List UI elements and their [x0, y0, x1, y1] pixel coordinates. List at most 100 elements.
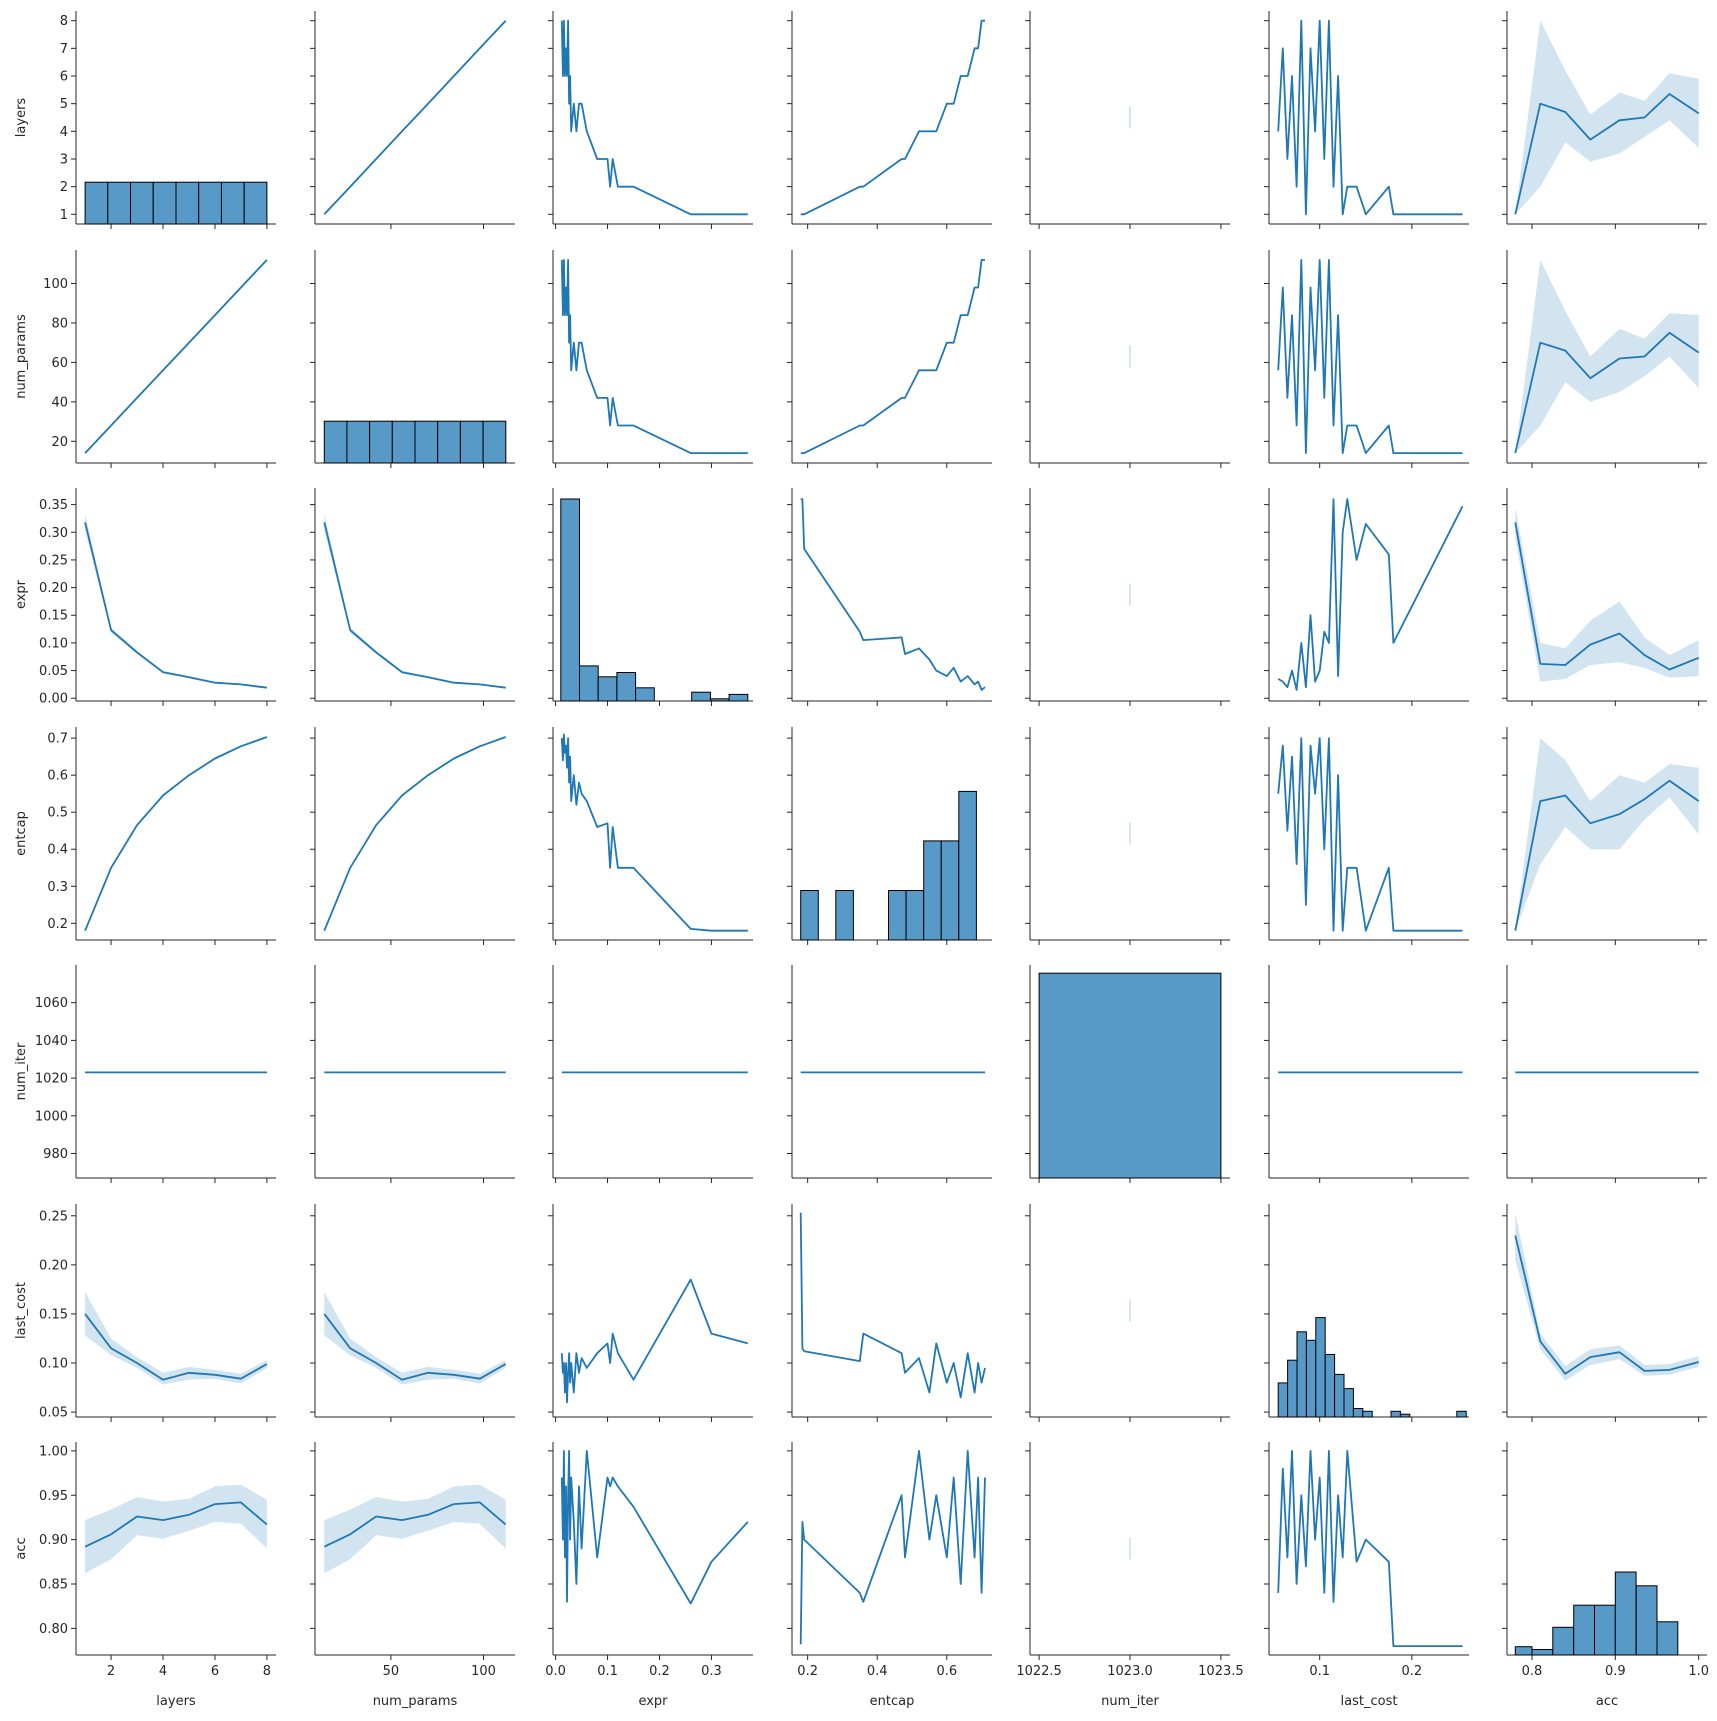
histogram-expr [560, 498, 749, 702]
x-tick-label: 0.4 [867, 1664, 888, 1679]
series-line [84, 259, 268, 454]
plot-acc-vs-entcap [799, 1450, 986, 1645]
histogram-bar [84, 181, 109, 225]
series-line [799, 1212, 986, 1399]
y-axis-label-expr: expr [14, 579, 29, 609]
confidence-band [1515, 20, 1699, 215]
plot-num_params-vs-last_cost [1277, 258, 1463, 455]
y-axis-label-layers: layers [14, 98, 29, 138]
series-line [84, 1501, 268, 1548]
series-line [560, 19, 748, 216]
histogram-bar [1635, 1585, 1658, 1656]
y-tick-label: 980 [43, 1147, 68, 1162]
x-tick-label: 0.2 [649, 1664, 670, 1679]
plot-last_cost-vs-acc [1514, 1212, 1699, 1381]
confidence-band [85, 1484, 267, 1574]
histogram-bar [940, 840, 960, 941]
y-tick-label: 3 [60, 152, 68, 167]
y-tick-label: 0.15 [39, 609, 68, 624]
histogram-bar [1573, 1604, 1595, 1656]
y-tick-label: 5 [60, 97, 68, 112]
plot-expr-vs-layers [84, 514, 268, 689]
histogram-entcap [800, 790, 977, 941]
histogram-bar [1399, 1413, 1411, 1418]
histogram-bar [346, 420, 371, 464]
y-tick-label: 0.80 [39, 1622, 68, 1637]
y-tick-label: 0.20 [39, 581, 68, 596]
histogram-bar [616, 672, 637, 702]
x-tick-label: 6 [211, 1664, 219, 1679]
x-tick-label: 0.3 [701, 1664, 722, 1679]
plot-last_cost-vs-num_params [323, 1292, 507, 1385]
plot-expr-vs-entcap [800, 498, 986, 691]
histogram-layers [84, 181, 268, 225]
histogram-bar [152, 181, 177, 225]
y-tick-label: 100 [43, 277, 68, 292]
x-tick-label: 100 [471, 1664, 496, 1679]
y-tick-label: 40 [51, 395, 68, 410]
y-tick-label: 0.15 [39, 1307, 68, 1322]
confidence-band [1515, 259, 1699, 454]
histogram-bar [800, 890, 819, 941]
histogram-bar [1305, 1339, 1317, 1418]
histogram-bar [728, 693, 749, 702]
plot-acc-vs-expr [560, 1450, 749, 1605]
series-line [84, 736, 268, 932]
plot-acc-vs-num_params [323, 1484, 507, 1574]
y-tick-label: 0.3 [47, 880, 68, 895]
x-tick-label: 0.6 [936, 1664, 957, 1679]
y-tick-label: 0.95 [39, 1489, 68, 1504]
x-tick-label: 1022.5 [1016, 1664, 1062, 1679]
histogram-bar [1656, 1621, 1679, 1656]
y-tick-label: 0.90 [39, 1533, 68, 1548]
series-line [1514, 779, 1700, 931]
x-tick-label: 0.1 [1309, 1664, 1330, 1679]
histogram-bar [635, 687, 655, 702]
confidence-band [1515, 738, 1699, 931]
y-tick-label: 0.05 [39, 1406, 68, 1421]
y-tick-label: 6 [60, 70, 68, 85]
histogram-bar [1531, 1649, 1554, 1656]
histogram-bar [198, 181, 222, 225]
histogram-bar [1334, 1373, 1345, 1418]
confidence-band [1515, 1212, 1699, 1381]
plot-acc-vs-layers [84, 1484, 268, 1574]
histogram-bar [560, 498, 580, 702]
x-axis-label-num_params: num_params [373, 1694, 458, 1709]
y-tick-label: 0.5 [47, 806, 68, 821]
x-tick-label: 4 [159, 1664, 167, 1679]
confidence-band [85, 514, 267, 689]
x-axis-label-num_iter: num_iter [1101, 1694, 1159, 1709]
series-line [323, 522, 506, 689]
y-tick-label: 0.25 [39, 1209, 68, 1224]
histogram-bar [175, 181, 200, 225]
plot-num_params-vs-acc [1514, 259, 1700, 454]
y-tick-label: 0.00 [39, 692, 68, 707]
y-tick-label: 0.2 [47, 917, 68, 932]
plot-last_cost-vs-layers [84, 1292, 268, 1385]
histogram-bar [243, 181, 268, 225]
histogram-bar [958, 790, 977, 941]
plot-layers-vs-acc [1514, 20, 1700, 215]
y-axis-label-last_cost: last_cost [14, 1282, 29, 1339]
x-axis-label-entcap: entcap [870, 1694, 915, 1709]
histogram-bar [221, 181, 245, 225]
y-tick-label: 0.35 [39, 498, 68, 513]
y-tick-label: 1.00 [39, 1444, 68, 1459]
histogram-bar [923, 840, 942, 941]
plot-expr-vs-acc [1514, 507, 1700, 682]
x-axis-label-layers: layers [156, 1694, 196, 1709]
series-line [560, 258, 748, 455]
histogram-bar [1296, 1331, 1307, 1418]
plot-num_params-vs-entcap [800, 258, 985, 455]
histogram-bar [709, 698, 730, 702]
plot-num_params-vs-layers [84, 259, 268, 454]
histogram-bar [1038, 972, 1222, 1179]
histogram-bar [323, 420, 348, 464]
series-line [84, 522, 268, 689]
histogram-bar [597, 676, 618, 702]
x-tick-label: 1023.5 [1198, 1664, 1244, 1679]
y-tick-label: 1060 [35, 996, 68, 1011]
y-tick-label: 0.30 [39, 526, 68, 541]
y-tick-label: 0.7 [47, 732, 68, 747]
